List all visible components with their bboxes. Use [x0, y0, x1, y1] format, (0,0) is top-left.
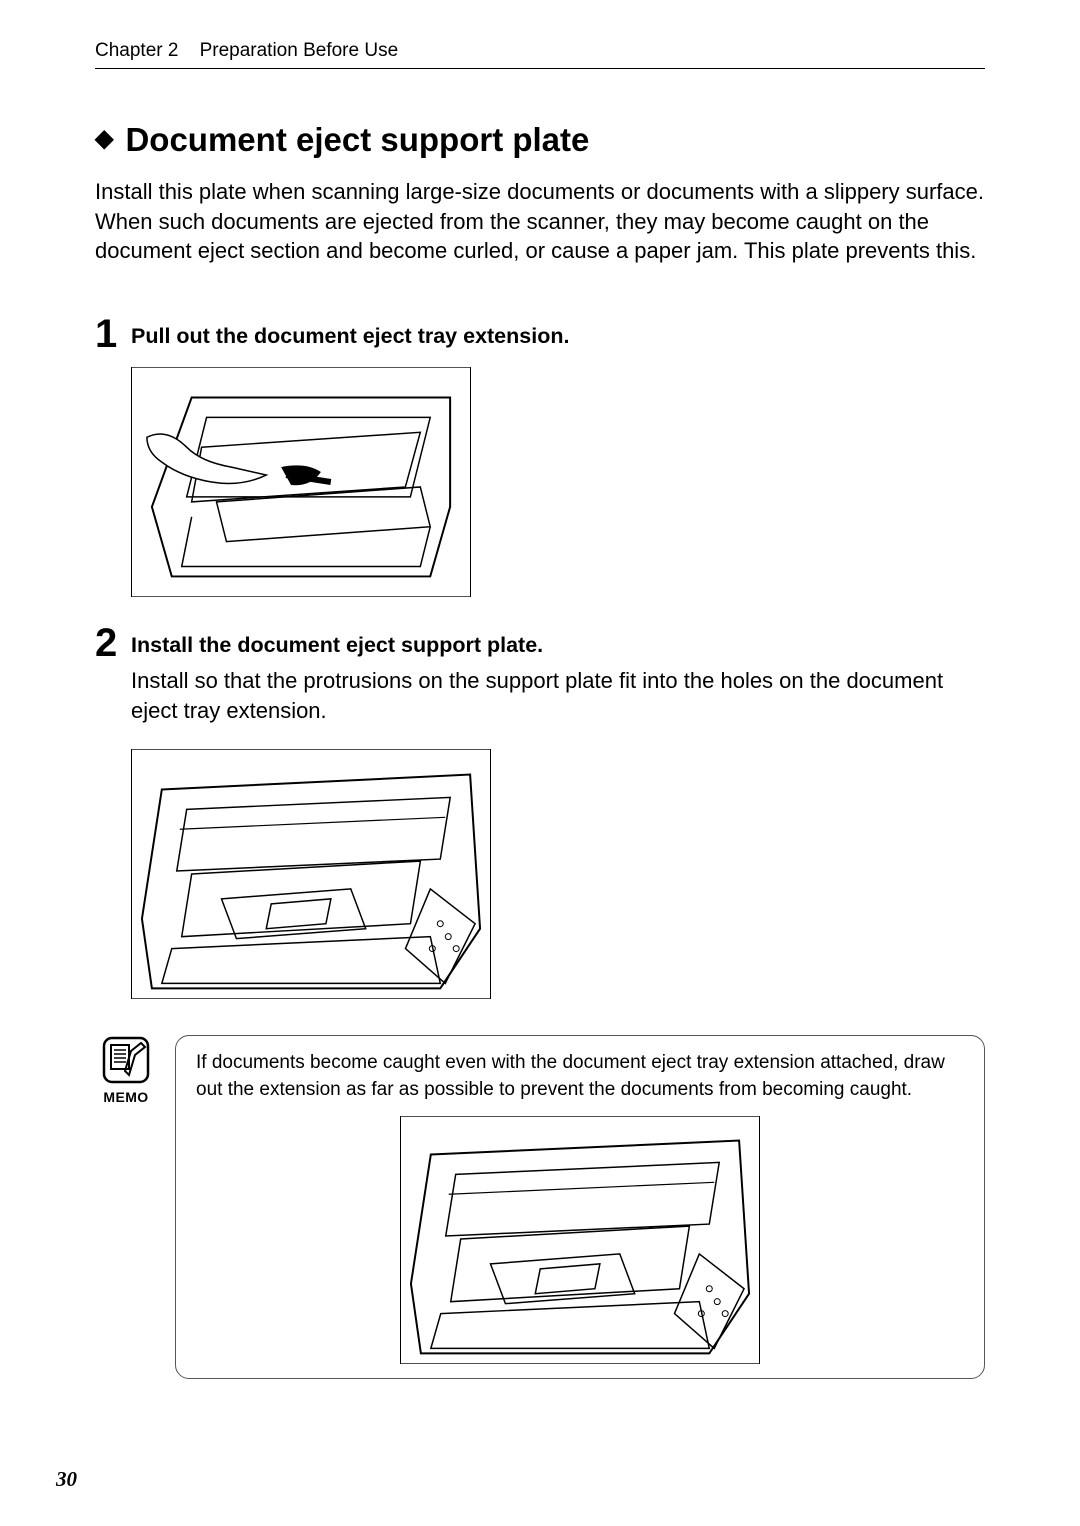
support-plate-illustration-icon	[132, 749, 490, 999]
step-1-body: Pull out the document eject tray extensi…	[131, 314, 985, 357]
step-2-body: Install the document eject support plate…	[131, 623, 985, 739]
step-2-figure	[131, 749, 491, 999]
step-1-title: Pull out the document eject tray extensi…	[131, 324, 985, 349]
section-intro: Install this plate when scanning large-s…	[95, 177, 985, 266]
step-2-desc: Install so that the protrusions on the s…	[131, 666, 985, 725]
chapter-title: Preparation Before Use	[200, 40, 399, 61]
tray-extension-illustration-icon	[132, 367, 470, 597]
memo-icon	[101, 1035, 151, 1085]
step-1-number: 1	[95, 314, 131, 354]
memo-illustration-icon	[401, 1116, 759, 1364]
memo-box: If documents become caught even with the…	[175, 1035, 985, 1378]
memo-text: If documents become caught even with the…	[196, 1050, 964, 1103]
step-1-figure	[131, 367, 471, 597]
page-container: Chapter 2 Preparation Before Use ◆ Docum…	[0, 0, 1080, 1419]
step-2-number: 2	[95, 623, 131, 663]
section-heading: ◆ Document eject support plate	[95, 121, 985, 159]
step-2: 2 Install the document eject support pla…	[95, 623, 985, 739]
step-1: 1 Pull out the document eject tray exten…	[95, 314, 985, 357]
memo-section: MEMO If documents become caught even wit…	[95, 1035, 985, 1378]
page-number: 30	[56, 1467, 77, 1492]
diamond-bullet-icon: ◆	[95, 124, 113, 153]
step-2-title: Install the document eject support plate…	[131, 633, 985, 658]
memo-icon-column: MEMO	[95, 1035, 157, 1105]
page-header: Chapter 2 Preparation Before Use	[95, 40, 985, 69]
memo-figure	[400, 1116, 760, 1364]
section-title-text: Document eject support plate	[125, 121, 589, 159]
chapter-label: Chapter 2	[95, 40, 178, 61]
memo-label: MEMO	[103, 1089, 148, 1105]
